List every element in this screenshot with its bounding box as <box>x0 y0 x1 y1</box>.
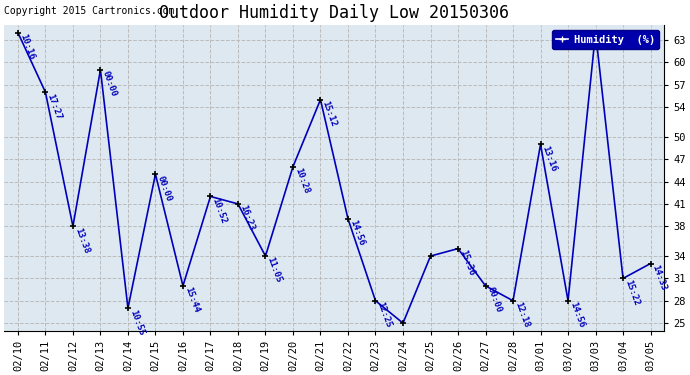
Text: 12:25: 12:25 <box>375 301 393 329</box>
Text: 15:36: 15:36 <box>458 249 475 277</box>
Text: 14:56: 14:56 <box>568 301 586 329</box>
Text: 10:52: 10:52 <box>210 196 228 225</box>
Text: 16:23: 16:23 <box>238 204 255 232</box>
Legend: Humidity  (%): Humidity (%) <box>552 30 659 49</box>
Text: 00:00: 00:00 <box>155 174 173 202</box>
Text: 14:56: 14:56 <box>348 219 366 247</box>
Text: 15:12: 15:12 <box>320 100 338 128</box>
Text: 14:33: 14:33 <box>651 264 668 292</box>
Text: 10:28: 10:28 <box>293 166 310 195</box>
Text: 10:55: 10:55 <box>128 308 146 336</box>
Text: 11:05: 11:05 <box>266 256 283 284</box>
Text: 15:44: 15:44 <box>183 286 201 314</box>
Text: 13:16: 13:16 <box>540 144 558 172</box>
Text: 13:38: 13:38 <box>73 226 90 255</box>
Text: 15:22: 15:22 <box>623 278 641 307</box>
Text: 12:18: 12:18 <box>513 301 531 329</box>
Text: Copyright 2015 Cartronics.com: Copyright 2015 Cartronics.com <box>4 6 175 16</box>
Text: 00:00: 00:00 <box>101 70 118 98</box>
Text: 17:27: 17:27 <box>46 92 63 120</box>
Text: 10:16: 10:16 <box>18 33 36 61</box>
Title: Outdoor Humidity Daily Low 20150306: Outdoor Humidity Daily Low 20150306 <box>159 4 509 22</box>
Text: 00:00: 00:00 <box>486 286 503 314</box>
